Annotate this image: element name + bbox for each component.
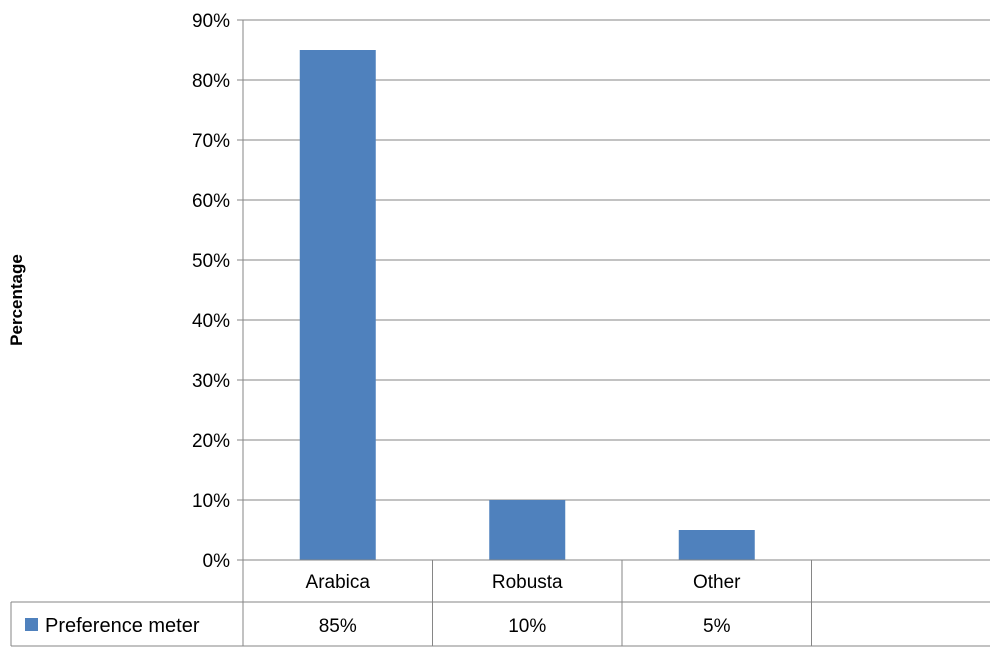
data-table-value: 85% <box>319 616 357 637</box>
y-tick-label: 20% <box>192 431 230 452</box>
y-tick-label: 40% <box>192 311 230 332</box>
bar-other <box>678 530 755 560</box>
y-tick-label: 50% <box>192 251 230 272</box>
x-category-label: Robusta <box>492 572 563 593</box>
x-category-label: Other <box>693 572 741 593</box>
y-tick-label: 70% <box>192 131 230 152</box>
y-tick-label: 80% <box>192 71 230 92</box>
x-category-label: Arabica <box>306 572 371 593</box>
bar-arabica <box>299 50 376 560</box>
bars <box>299 50 755 560</box>
bar-robusta <box>489 500 566 560</box>
legend-label: Preference meter <box>45 615 200 637</box>
y-tick-label: 0% <box>203 551 231 572</box>
data-table-value: 10% <box>508 616 546 637</box>
legend-swatch <box>25 618 38 631</box>
y-tick-label: 30% <box>192 371 230 392</box>
data-table-value: 5% <box>703 616 731 637</box>
y-axis-title: Percentage <box>7 254 26 346</box>
labels: 0% 10% 20% 30% 40% 50% 60% 70% 80% 90% Arabica 85% R… <box>25 11 741 637</box>
y-tick-label: 90% <box>192 11 230 32</box>
data-table <box>10 559 990 647</box>
y-tick-label: 10% <box>192 491 230 512</box>
y-tick-label: 60% <box>192 191 230 212</box>
